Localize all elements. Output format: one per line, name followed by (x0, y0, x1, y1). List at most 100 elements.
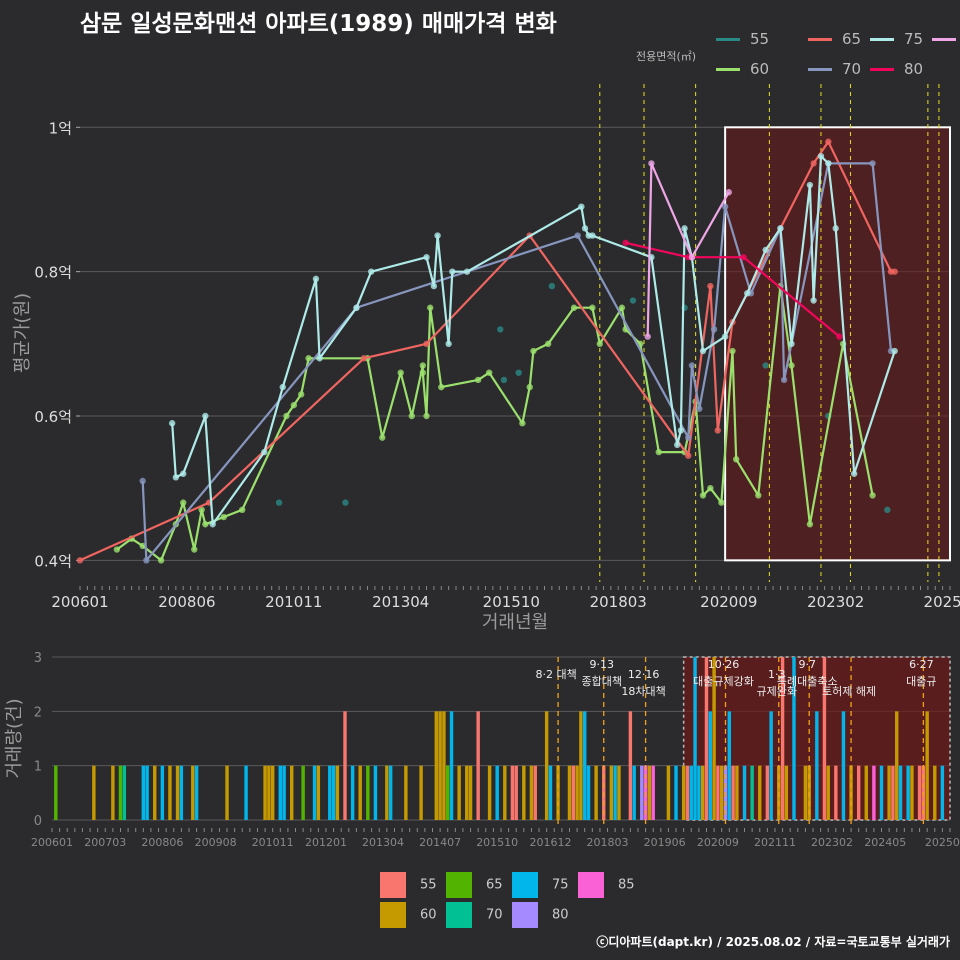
data-point (408, 412, 415, 420)
bar-x-tick-label: 20250 (925, 836, 960, 849)
data-point (485, 369, 493, 376)
y-axis-title: 평균가(원) (12, 293, 33, 373)
data-point (544, 340, 552, 348)
volume-bar (153, 765, 157, 820)
volume-bar (704, 657, 709, 820)
bar-legend-item-65: 65 (446, 872, 503, 898)
volume-bar (388, 765, 393, 820)
volume-bar (446, 765, 450, 820)
policy-name-label: 토허제 해제 (822, 684, 876, 698)
volume-bar (579, 711, 583, 820)
data-point (788, 362, 795, 369)
data-point (681, 225, 688, 232)
volume-bar (906, 765, 910, 820)
data-point (725, 189, 733, 196)
volume-bar (651, 765, 655, 820)
volume-bar (510, 765, 515, 820)
data-point (648, 160, 655, 167)
data-point (449, 268, 456, 275)
volume-bar (640, 765, 644, 820)
volume-bar (487, 765, 492, 820)
chart-title: 삼문 일성문화맨션 아파트(1989) 매매가격 변화 (80, 11, 557, 37)
legend-label: 75 (904, 30, 924, 48)
bar-legend-label: 80 (552, 907, 569, 923)
volume-bar (301, 765, 305, 820)
data-point (113, 546, 121, 553)
bar-x-tick-label: 201201 (305, 836, 347, 849)
volume-bar (122, 765, 127, 820)
bar-x-tick-label: 202111 (754, 836, 796, 849)
volume-bar (118, 765, 123, 820)
data-point (780, 376, 788, 384)
data-point (762, 246, 769, 254)
bar-legend-item-60: 60 (380, 902, 437, 928)
volume-bar (784, 765, 789, 820)
legend-item-65: 65 (808, 30, 861, 48)
data-point (699, 347, 707, 355)
volume-bar (708, 711, 712, 820)
bar-legend-swatch (512, 902, 538, 928)
data-point (168, 420, 176, 427)
volume-bar (586, 765, 591, 820)
bar-x-tick-label: 201304 (362, 836, 404, 849)
volume-bar (495, 765, 499, 820)
volume-bar (731, 765, 735, 820)
series-line-85 (646, 162, 730, 337)
y-tick-label: 0.8억 (34, 264, 72, 282)
data-point (427, 304, 434, 311)
policy-date-label: 10·26 (708, 658, 740, 671)
data-point (589, 304, 596, 311)
data-point (209, 521, 216, 528)
x-axis-title: 거래년월 (482, 612, 548, 633)
data-point (762, 362, 769, 369)
volume-bar (267, 765, 271, 820)
data-point (721, 333, 729, 340)
volume-bar (343, 711, 347, 820)
volume-bar (826, 765, 830, 820)
legend-swatch (870, 38, 894, 41)
data-point (578, 203, 585, 210)
volume-bar (940, 765, 945, 820)
data-point (622, 239, 629, 246)
volume-bar (331, 765, 336, 820)
bar-legend-item-55: 55 (380, 872, 437, 898)
data-point (419, 362, 427, 369)
volume-bar (544, 711, 549, 820)
bar-legend-swatch (512, 872, 538, 898)
legend-swatch (716, 38, 740, 41)
volume-bar (191, 765, 195, 820)
volume-bar (533, 765, 537, 820)
bar-x-tick-label: 202009 (697, 836, 739, 849)
volume-bar (647, 765, 652, 820)
data-point (430, 282, 438, 290)
data-point (644, 333, 651, 340)
bar-legend-swatch (578, 872, 604, 898)
data-point (825, 138, 832, 145)
volume-bar (750, 765, 754, 820)
data-point (305, 355, 312, 362)
data-point (850, 470, 858, 477)
bar-x-tick-label: 200703 (84, 836, 126, 849)
volume-bar (529, 765, 534, 820)
volume-bar (925, 711, 929, 820)
bar-y-tick-label: 3 (34, 651, 42, 666)
x-tick-label: 201510 (483, 593, 540, 611)
data-point (618, 304, 626, 311)
volume-bar (609, 765, 614, 820)
volume-bar (841, 711, 846, 820)
x-tick-label: 201011 (265, 593, 322, 611)
data-point (445, 340, 452, 348)
data-point (463, 268, 471, 275)
data-point (172, 474, 180, 481)
bar-x-tick-label: 201011 (252, 836, 294, 849)
legend-item-55: 55 (716, 30, 769, 48)
volume-bar (594, 765, 598, 820)
data-point (548, 282, 556, 290)
data-point (732, 456, 740, 463)
data-point (519, 420, 526, 427)
volume-bar (898, 765, 903, 820)
policy-date-label: 8·2 대책 (535, 668, 576, 681)
data-point (655, 448, 662, 456)
bar-x-tick-label: 200908 (195, 836, 237, 849)
data-point (891, 268, 898, 275)
